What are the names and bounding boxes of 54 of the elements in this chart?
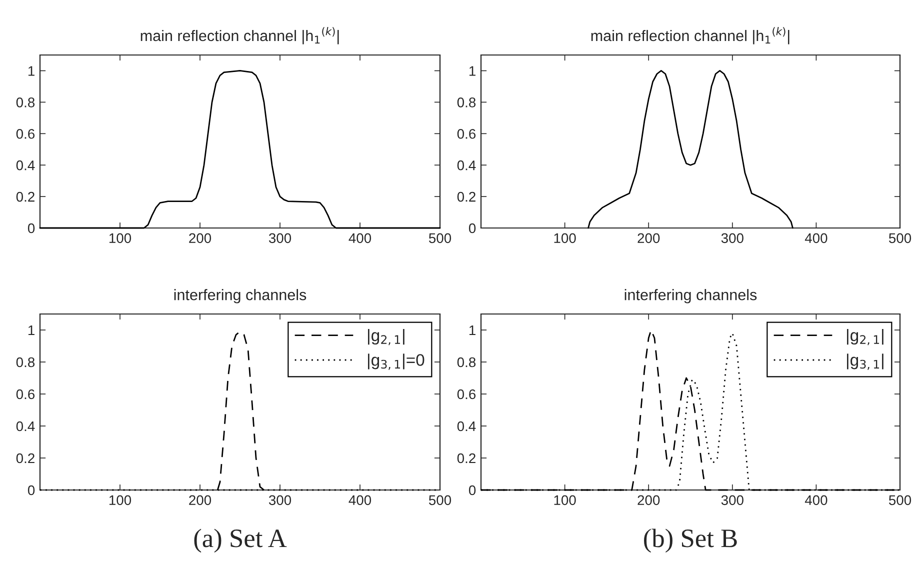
x-tick-label: 200 — [189, 233, 212, 244]
x-tick-label: 200 — [189, 495, 212, 506]
y-tick-label: 0.2 — [16, 192, 34, 202]
text: (a) Set A — [194, 528, 287, 553]
legend-label: |g$_{2,1}$| — [368, 329, 404, 346]
chart-title: main reflection channel |h$_{1}$$^{(k)}$| — [140, 27, 339, 44]
x-tick-label: 500 — [888, 495, 912, 506]
x-tick-label: 200 — [638, 495, 660, 506]
y-tick-label: 0.8 — [457, 357, 476, 368]
y-tick-label: 0 — [468, 223, 476, 234]
y-tick-label: 0.6 — [16, 128, 35, 139]
y-tick-label: 0.6 — [16, 389, 35, 400]
x-tick-label: 400 — [348, 233, 372, 244]
y-tick-label: 0.8 — [16, 98, 35, 108]
y-tick-label: 0.4 — [457, 421, 476, 432]
y-tick-label: 0 — [468, 485, 476, 496]
x-tick-label: 200 — [638, 233, 660, 244]
x-tick-label: 500 — [428, 233, 452, 244]
y-tick-label: 0.4 — [16, 421, 35, 432]
y-tick-label: 0.2 — [457, 453, 476, 464]
text: (b) Set B — [644, 528, 737, 553]
x-tick-label: 300 — [268, 233, 292, 244]
y-tick-label: 0.8 — [16, 357, 35, 368]
x-tick-label: 100 — [554, 233, 576, 244]
chart-title: main reflection channel |h$_{1}$$^{(k)}$| — [591, 27, 790, 44]
x-tick-label: 400 — [804, 233, 828, 244]
x-tick-label: 100 — [109, 495, 132, 506]
y-tick-label: 0.2 — [457, 192, 476, 202]
x-tick-label: 400 — [348, 495, 372, 506]
x-tick-label: 500 — [428, 495, 452, 506]
y-tick-label: 1 — [28, 66, 34, 76]
x-tick-label: 300 — [721, 495, 744, 506]
x-tick-label: 100 — [109, 233, 132, 244]
x-tick-label: 300 — [721, 233, 744, 244]
y-tick-label: 0 — [28, 223, 35, 234]
x-tick-label: 300 — [268, 495, 292, 506]
chart-title: interfering channels — [174, 289, 306, 304]
legend-label: |g$_{3,1}$|=0 — [368, 354, 424, 370]
legend-label: |g$_{3,1}$| — [846, 354, 884, 370]
y-tick-label: 0.4 — [16, 160, 35, 170]
legend-label: |g$_{2,1}$| — [846, 329, 884, 346]
y-tick-label: 0.8 — [457, 98, 476, 108]
y-tick-label: 0.6 — [457, 389, 476, 400]
y-tick-label: 1 — [469, 66, 476, 76]
y-tick-label: 0.2 — [16, 453, 34, 464]
y-tick-label: 0 — [28, 485, 35, 496]
x-tick-label: 500 — [888, 233, 912, 244]
chart-title: interfering channels — [624, 289, 757, 304]
x-tick-label: 400 — [804, 495, 828, 506]
y-tick-label: 0.4 — [457, 160, 476, 170]
y-tick-label: 1 — [469, 325, 476, 336]
x-tick-label: 100 — [554, 495, 576, 506]
y-tick-label: 1 — [28, 325, 34, 336]
y-tick-label: 0.6 — [457, 128, 476, 139]
